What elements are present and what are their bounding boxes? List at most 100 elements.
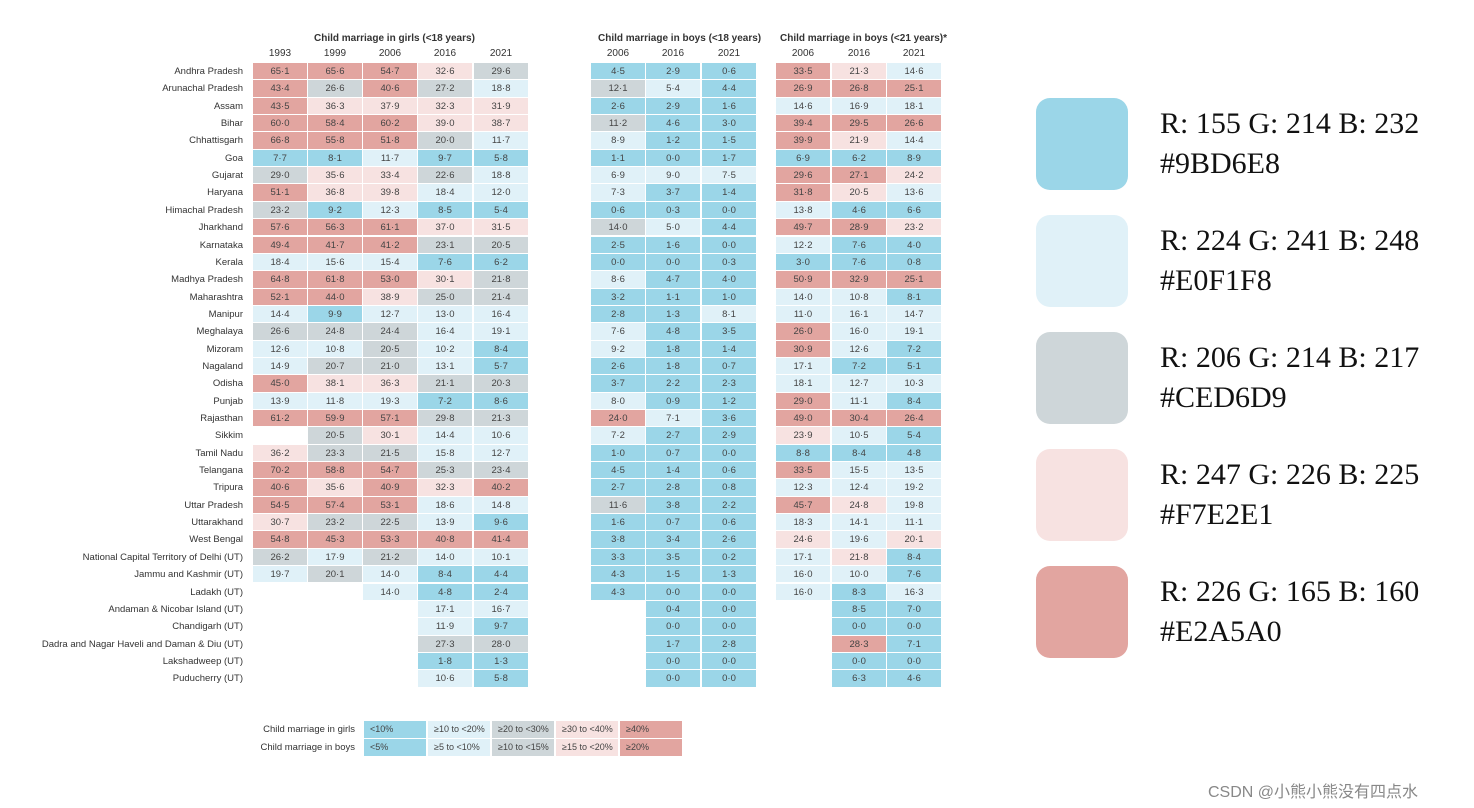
girls-cell: 61·8 <box>308 271 362 288</box>
boys21-cell: 0·0 <box>832 652 886 670</box>
row-label: Assam <box>213 100 243 112</box>
girls-cell: 9·2 <box>308 201 362 219</box>
row-label: Chandigarh (UT) <box>172 621 243 633</box>
girls-cell: 30·1 <box>418 271 472 288</box>
boys18-cell: 8·1 <box>702 305 756 323</box>
girls-cell: 29·8 <box>418 410 472 427</box>
girls-cell: 41·4 <box>474 531 528 548</box>
boys18-cell: 4·3 <box>591 583 645 600</box>
girls-cell: 8·4 <box>418 566 472 583</box>
girls-cell: 19·3 <box>363 392 417 409</box>
girls-cell: 6·2 <box>474 253 528 271</box>
boys18-cell: 1·8 <box>646 340 700 357</box>
boys21-cell: 27·1 <box>832 167 886 184</box>
girls-cell: 30·7 <box>253 514 307 531</box>
boys21-cell: 19·2 <box>887 479 941 496</box>
girls-cell: 37·0 <box>418 219 472 236</box>
legend-boys-bin: <5% <box>364 739 426 756</box>
girls-cell: 41·2 <box>363 236 417 253</box>
girls-cell: 4·8 <box>418 583 472 600</box>
girls-cell: 60·0 <box>253 115 307 132</box>
boys18-cell: 0·0 <box>646 670 700 687</box>
boys21-cell: 14·6 <box>776 97 830 115</box>
girls-cell: 10·2 <box>418 340 472 357</box>
boys21-cell: 4·8 <box>887 444 941 462</box>
year-header: 1993 <box>268 48 292 59</box>
girls-cell: 23·1 <box>418 236 472 253</box>
boys21-cell: 29·5 <box>832 115 886 132</box>
boys18-cell: 0·4 <box>646 600 700 618</box>
girls-cell: 33·4 <box>363 167 417 184</box>
boys18-cell: 3·8 <box>591 531 645 548</box>
girls-cell: 19·7 <box>253 566 307 583</box>
girls-cell: 70·2 <box>253 462 307 479</box>
swatch-rgb-text: R: 226 G: 165 B: 160 <box>1160 575 1420 608</box>
girls-cell: 65·1 <box>253 63 307 80</box>
boys21-section-title: Child marriage in boys (<21 years)* <box>780 33 948 44</box>
boys18-cell: 0·2 <box>702 548 756 566</box>
swatch-hex-text: #E0F1F8 <box>1160 264 1272 297</box>
girls-cell: 39·0 <box>418 115 472 132</box>
boys21-cell: 4·0 <box>887 236 941 253</box>
boys21-cell: 10·5 <box>832 427 886 444</box>
girls-cell: 32·3 <box>418 97 472 115</box>
boys21-cell: 5·4 <box>887 427 941 444</box>
boys18-cell: 24·0 <box>591 410 645 427</box>
boys21-cell: 30·9 <box>776 340 830 357</box>
boys18-cell: 0·3 <box>646 201 700 219</box>
boys18-cell: 11·6 <box>591 496 645 514</box>
girls-cell: 55·8 <box>308 132 362 149</box>
boys18-cell: 2·8 <box>702 635 756 652</box>
girls-cell: 18·8 <box>474 80 528 97</box>
legend-boys-bin: ≥5 to <10% <box>428 739 490 756</box>
girls-cell: 53·0 <box>363 271 417 288</box>
boys18-cell: 1·5 <box>702 132 756 149</box>
boys18-cell: 7·6 <box>591 323 645 340</box>
year-header: 2021 <box>902 48 926 59</box>
boys18-cell: 3·6 <box>702 410 756 427</box>
girls-cell: 23·2 <box>253 201 307 219</box>
boys21-cell: 26·6 <box>887 115 941 132</box>
girls-cell: 53·1 <box>363 496 417 514</box>
boys18-cell: 0·0 <box>702 618 756 635</box>
row-label: Manipur <box>208 308 243 320</box>
girls-cell: 44·0 <box>308 288 362 305</box>
girls-cell: 53·3 <box>363 531 417 548</box>
color-swatch <box>1036 215 1128 307</box>
swatch-rgb-text: R: 155 G: 214 B: 232 <box>1160 107 1420 140</box>
boys21-cell: 31·8 <box>776 184 830 201</box>
row-label: Himachal Pradesh <box>165 204 243 216</box>
boys18-cell: 8·9 <box>591 132 645 149</box>
girls-cell: 21·3 <box>474 410 528 427</box>
boys21-cell: 16·1 <box>832 305 886 323</box>
girls-cell: 14·4 <box>253 305 307 323</box>
girls-cell: 18·4 <box>253 253 307 271</box>
girls-cell: 11·8 <box>308 392 362 409</box>
boys21-cell: 14·0 <box>776 288 830 305</box>
boys18-cell: 1·4 <box>646 462 700 479</box>
year-header: 2006 <box>791 48 815 59</box>
row-label: Mizoram <box>206 343 243 355</box>
boys21-cell: 24·6 <box>776 531 830 548</box>
girls-cell: 32·6 <box>418 63 472 80</box>
boys18-cell: 0·6 <box>702 514 756 531</box>
girls-cell: 14·8 <box>474 496 528 514</box>
boys18-cell: 2·5 <box>591 236 645 253</box>
girls-cell: 16·4 <box>474 305 528 323</box>
year-header: 2016 <box>433 48 457 59</box>
row-label: Ladakh (UT) <box>190 586 243 598</box>
girls-cell: 40·2 <box>474 479 528 496</box>
girls-cell: 43·5 <box>253 97 307 115</box>
swatch-rgb-text: R: 247 G: 226 B: 225 <box>1160 458 1420 491</box>
girls-cell: 18·8 <box>474 167 528 184</box>
boys21-cell: 26·0 <box>776 323 830 340</box>
boys18-cell: 2·2 <box>646 375 700 392</box>
boys21-cell: 6·2 <box>832 149 886 167</box>
boys18-cell: 1·7 <box>646 635 700 652</box>
boys18-cell: 0·0 <box>646 618 700 635</box>
boys18-cell: 8·0 <box>591 392 645 409</box>
girls-cell: 20·5 <box>474 236 528 253</box>
swatch-hex-text: #F7E2E1 <box>1160 498 1274 531</box>
boys21-cell: 39·4 <box>776 115 830 132</box>
boys21-cell: 18·1 <box>887 97 941 115</box>
